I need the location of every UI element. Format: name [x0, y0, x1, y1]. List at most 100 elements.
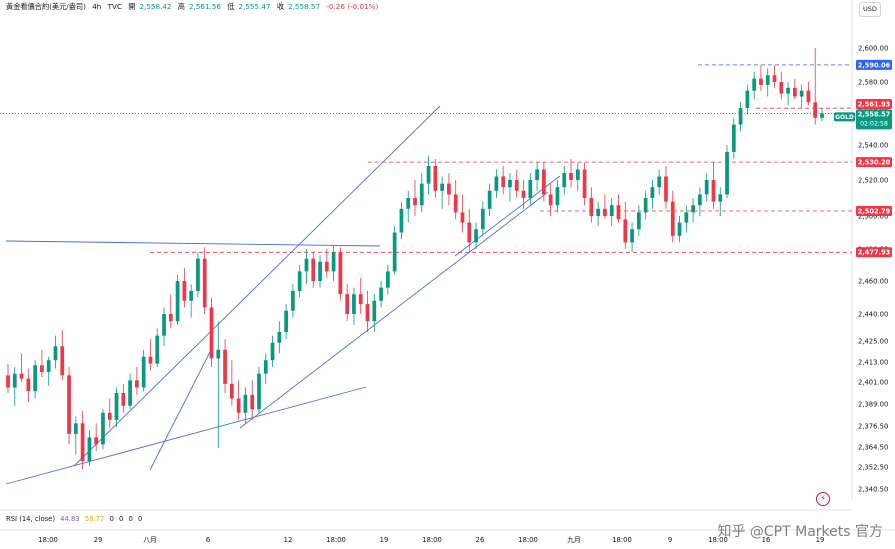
candle-body — [318, 261, 322, 281]
rsi-zero-3: 0 — [128, 515, 133, 523]
x-tick-label: 18:00 — [422, 536, 442, 544]
candle-body — [555, 187, 560, 206]
open-label: 開 — [128, 2, 136, 11]
y-tick-label: 2,600.00 — [858, 45, 888, 53]
candle-body — [562, 173, 567, 188]
y-tick-label: 2,540.00 — [858, 142, 888, 150]
candle-body — [616, 205, 621, 220]
candle-body — [87, 437, 92, 462]
candle-body — [277, 332, 282, 343]
y-tick-label: 2,580.00 — [858, 79, 888, 87]
candle-body — [291, 290, 295, 311]
lightning-icon[interactable]: ⚡ — [816, 492, 830, 506]
candle-body — [19, 373, 24, 379]
y-tick-label: 2,389.00 — [858, 401, 888, 409]
candle-body — [263, 360, 268, 374]
rsi-indicator-label[interactable]: RSI (14, close) 44.83 58.77 0 0 0 0 — [6, 515, 145, 523]
y-tick-label: 2,401.00 — [858, 379, 888, 387]
y-tick-label: 2,500.00 — [858, 213, 888, 221]
candle-body — [148, 356, 153, 364]
candle-body — [324, 261, 329, 272]
candle-body — [114, 393, 119, 420]
candle-body — [521, 190, 526, 198]
y-tick-label: 2,425.00 — [858, 338, 888, 346]
candle-body — [752, 78, 757, 91]
candle-body — [155, 335, 160, 364]
candle-body — [759, 78, 763, 85]
badge-2590-bg — [856, 59, 892, 70]
low-value: 2,555.47 — [238, 2, 271, 11]
x-tick-label: 16 — [762, 536, 771, 544]
candle-body — [528, 180, 533, 198]
y-tick-label: 2,520.00 — [858, 177, 888, 185]
symbol-name[interactable]: 黃金看價合約(美元/盎司) — [6, 2, 86, 11]
badge-2502-bg — [856, 205, 892, 216]
trend-line — [5, 386, 367, 485]
candle-body — [168, 314, 173, 322]
candle-body — [609, 205, 614, 216]
candle-body — [12, 373, 17, 388]
candle-body — [46, 360, 51, 372]
candle-body — [494, 176, 499, 191]
candle-body — [426, 166, 431, 184]
candle-body — [508, 180, 512, 188]
candle-body — [270, 342, 275, 361]
candle-body — [704, 180, 709, 195]
rsi-zero-4: 0 — [137, 515, 143, 523]
x-tick-label: 18:00 — [326, 536, 346, 544]
x-tick-label: 19 — [380, 536, 389, 544]
candle-body — [589, 198, 594, 216]
candle-body — [433, 166, 438, 191]
candle-body — [772, 75, 777, 82]
candle-body — [121, 393, 126, 406]
candle-body — [101, 412, 105, 445]
candle-body — [304, 258, 309, 272]
candle-body — [379, 287, 383, 301]
change-value: -0.26 (-0.01%) — [326, 2, 379, 11]
rsi-value-2: 58.77 — [84, 515, 105, 523]
x-tick-label: 18:00 — [708, 536, 728, 544]
high-label: 高 — [177, 2, 185, 11]
candle-body — [650, 187, 655, 198]
candle-body — [53, 346, 58, 361]
x-tick-label: 18:00 — [38, 536, 58, 544]
last-price-badge-bg — [856, 109, 892, 130]
interval[interactable]: 4h — [92, 2, 102, 11]
candle-body — [94, 437, 99, 445]
candle-body — [135, 380, 139, 388]
y-tick-label: 2,460.00 — [858, 278, 888, 286]
candle-body — [175, 281, 180, 322]
y-tick-label: 2,340.50 — [858, 486, 888, 494]
open-value: 2,558.42 — [139, 2, 172, 11]
y-tick-label: 2,376.50 — [858, 423, 888, 431]
candle-body — [67, 375, 71, 434]
badge-2561-bg — [856, 99, 892, 109]
currency-button[interactable]: USD — [859, 2, 881, 17]
candle-body — [698, 194, 702, 206]
candle-body — [6, 375, 10, 388]
candle-body — [80, 423, 85, 462]
candle-body — [209, 307, 214, 359]
candle-body — [670, 201, 675, 236]
candle-body — [467, 222, 472, 243]
candle-body — [202, 258, 207, 308]
candle-body — [691, 205, 695, 213]
candle-body — [786, 87, 790, 94]
badge-2502: 2,502.79 — [858, 207, 891, 215]
candle-body — [535, 169, 539, 180]
candle-body — [162, 314, 166, 336]
x-tick-label: 29 — [94, 536, 103, 544]
candle-body — [250, 394, 255, 410]
badge-2477: 2,477.93 — [858, 249, 891, 257]
candle-body — [358, 294, 363, 305]
x-tick-label: 9 — [668, 536, 672, 544]
candle-body — [33, 365, 37, 392]
candle-body — [474, 229, 478, 243]
candle-body — [711, 180, 716, 202]
candle-body — [487, 190, 492, 209]
candle-body — [799, 90, 804, 97]
candle-body — [352, 294, 356, 314]
y-tick-label: 2,413.00 — [858, 359, 888, 367]
badge-2561: 2,561.93 — [858, 100, 891, 108]
